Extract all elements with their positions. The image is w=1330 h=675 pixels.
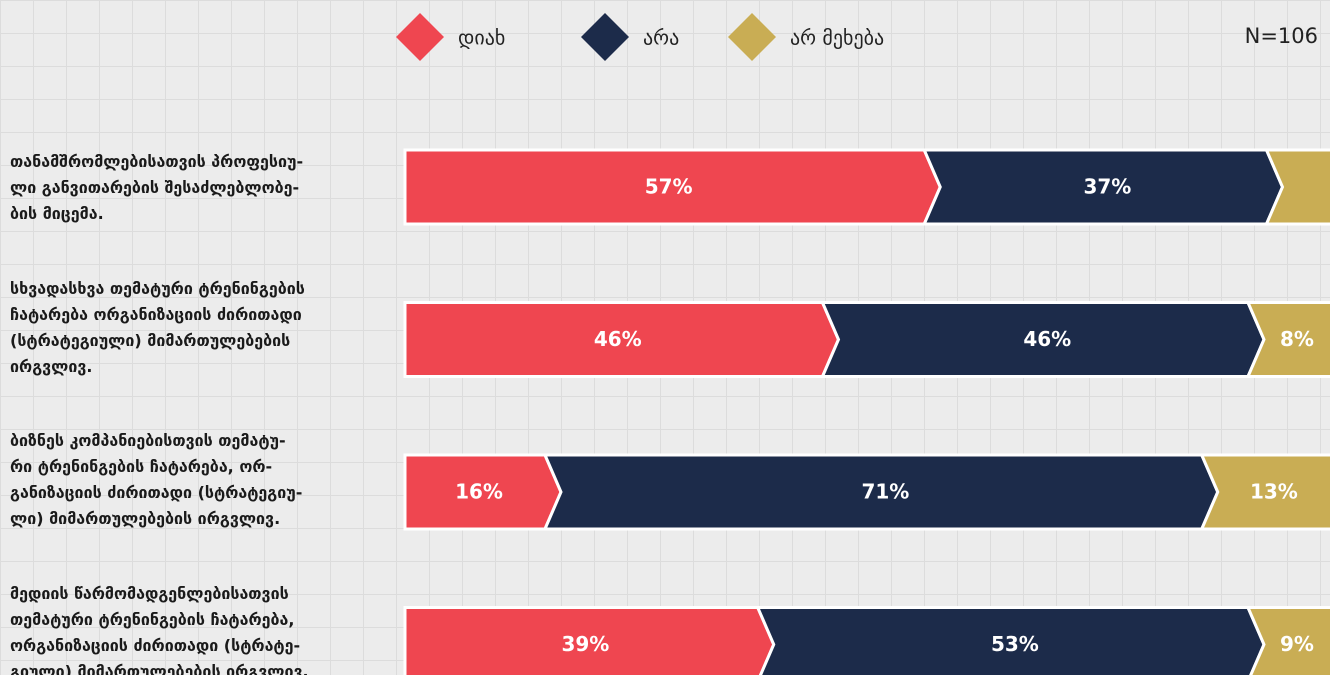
category-label: ბიზნეს კომპანიებისთვის თემატუ- რი ტრენინ… — [10, 431, 303, 528]
legend-marker — [728, 13, 776, 61]
value-label: 46% — [1023, 327, 1071, 351]
legend-label: არ მეხება — [790, 26, 884, 50]
legend-label: დიახ — [458, 26, 505, 50]
bar-segment — [1264, 148, 1330, 226]
sample-size: N=106 — [1245, 24, 1318, 48]
value-label: 16% — [455, 480, 503, 504]
category-label: თანამშრომლებისათვის პროფესიუ- ლი განვითა… — [10, 152, 304, 223]
bar-segment — [1245, 606, 1330, 675]
legend-label: არა — [643, 26, 679, 50]
value-label: 37% — [1083, 175, 1131, 199]
value-label: 13% — [1250, 480, 1298, 504]
bar-segment — [1245, 301, 1330, 378]
value-label: 39% — [561, 632, 609, 656]
category-label: სხვადასხვა თემატური ტრენინგების ჩატარება… — [10, 278, 305, 376]
bar-segment — [1199, 453, 1330, 531]
legend-marker — [396, 13, 444, 61]
value-label: 71% — [861, 480, 909, 504]
category-label: მედიის წარმომადგენლებისათვის თემატური ტრ… — [10, 583, 309, 675]
value-label: 46% — [594, 327, 642, 351]
legend-marker — [581, 13, 629, 61]
value-label: 8% — [1280, 327, 1314, 351]
value-label: 9% — [1280, 632, 1314, 656]
value-label: 53% — [991, 632, 1039, 656]
value-label: 57% — [645, 175, 693, 199]
